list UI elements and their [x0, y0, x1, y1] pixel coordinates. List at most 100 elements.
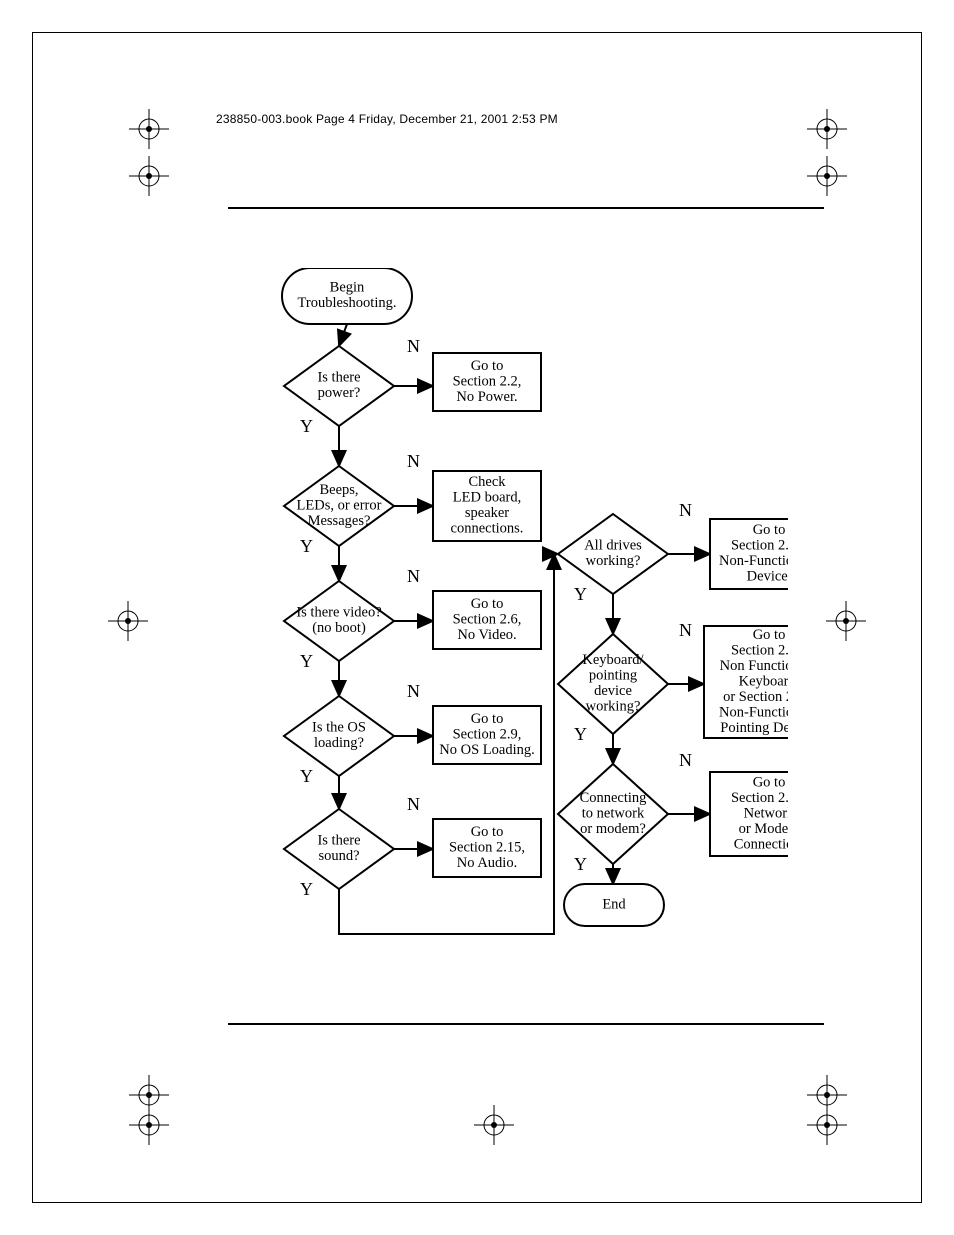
svg-text:Messages?: Messages?	[308, 513, 371, 529]
node-d_os: Is the OSloading?	[284, 696, 394, 776]
svg-text:Is there: Is there	[317, 833, 360, 849]
node-end: End	[564, 884, 664, 926]
branch-label: N	[679, 620, 692, 640]
svg-text:to network: to network	[582, 805, 645, 821]
svg-text:working?: working?	[586, 699, 641, 715]
branch-label: N	[679, 500, 692, 520]
svg-text:Go to: Go to	[471, 711, 504, 727]
svg-text:Troubleshooting.: Troubleshooting.	[298, 295, 397, 311]
node-b_video: Go toSection 2.6,No Video.	[433, 591, 541, 649]
svg-text:Go to: Go to	[471, 358, 504, 374]
svg-text:No OS Loading.: No OS Loading.	[439, 742, 534, 758]
cropmark-icon	[474, 1105, 514, 1145]
svg-text:Pointing Device.: Pointing Device.	[720, 720, 788, 736]
svg-text:speaker: speaker	[465, 505, 509, 521]
node-b_os: Go toSection 2.9,No OS Loading.	[433, 706, 541, 764]
node-b_kb: Go toSection 2.18,Non FunctioningKeyboar…	[704, 626, 788, 738]
node-b_sound: Go toSection 2.15,No Audio.	[433, 819, 541, 877]
branch-label: Y	[300, 416, 313, 436]
svg-text:Non Functioning: Non Functioning	[720, 658, 788, 674]
svg-text:Section 2.2,: Section 2.2,	[453, 373, 522, 389]
node-d_kb: Keyboard/pointingdeviceworking?	[558, 634, 668, 734]
svg-text:Check: Check	[468, 474, 506, 490]
node-d_net: Connectingto networkor modem?	[558, 764, 668, 864]
branch-label: Y	[574, 854, 587, 874]
branch-label: N	[407, 566, 420, 586]
svg-text:Is there video?: Is there video?	[296, 605, 381, 621]
svg-text:(no boot): (no boot)	[312, 620, 366, 636]
svg-text:or Modem: or Modem	[739, 821, 788, 837]
cropmark-icon	[129, 1075, 169, 1115]
svg-text:Go to: Go to	[753, 522, 786, 538]
node-b_net: Go toSection 2.20,Networkor ModemConnect…	[710, 772, 788, 856]
node-d_beeps: Beeps,LEDs, or errorMessages?	[284, 466, 394, 546]
svg-text:LED board,: LED board,	[453, 490, 521, 506]
cropmark-icon	[129, 156, 169, 196]
node-b_drives: Go toSection 2.17,Non-FunctioningDevice.	[710, 519, 788, 589]
svg-text:End: End	[602, 896, 626, 912]
svg-text:Section 2.20,: Section 2.20,	[731, 790, 788, 806]
svg-text:sound?: sound?	[318, 848, 359, 864]
svg-text:No Video.: No Video.	[457, 627, 516, 643]
cropmark-icon	[807, 156, 847, 196]
header-text: 238850-003.book Page 4 Friday, December …	[216, 112, 558, 126]
svg-text:pointing: pointing	[589, 668, 637, 684]
svg-text:Go to: Go to	[753, 627, 786, 643]
page-root: 238850-003.book Page 4 Friday, December …	[0, 0, 954, 1235]
branch-label: Y	[300, 766, 313, 786]
svg-text:Beeps,: Beeps,	[319, 482, 358, 498]
node-start: BeginTroubleshooting.	[282, 268, 412, 324]
branch-label: Y	[574, 724, 587, 744]
branch-label: N	[407, 451, 420, 471]
svg-text:Section 2.6,: Section 2.6,	[453, 611, 522, 627]
branch-label: Y	[300, 879, 313, 899]
svg-text:or Section 2.19,: or Section 2.19,	[723, 689, 788, 705]
troubleshooting-flowchart: BeginTroubleshooting.Is therepower?Go to…	[228, 268, 788, 948]
svg-text:Begin: Begin	[330, 280, 365, 296]
svg-text:Section 2.15,: Section 2.15,	[449, 839, 525, 855]
svg-text:All drives: All drives	[584, 538, 642, 554]
branch-label: N	[407, 794, 420, 814]
branch-label: N	[407, 336, 420, 356]
svg-text:Device.: Device.	[747, 569, 788, 585]
node-b_beeps: CheckLED board,speakerconnections.	[433, 471, 541, 541]
svg-text:or modem?: or modem?	[580, 821, 646, 837]
svg-text:power?: power?	[318, 385, 361, 401]
cropmark-icon	[807, 109, 847, 149]
svg-text:Is there: Is there	[317, 370, 360, 386]
svg-text:Section 2.18,: Section 2.18,	[731, 642, 788, 658]
node-d_video: Is there video?(no boot)	[284, 581, 394, 661]
branch-label: N	[679, 750, 692, 770]
branch-label: Y	[300, 651, 313, 671]
node-d_power: Is therepower?	[284, 346, 394, 426]
svg-text:Network: Network	[744, 805, 788, 821]
svg-text:Section 2.17,: Section 2.17,	[731, 538, 788, 554]
svg-text:Go to: Go to	[753, 774, 786, 790]
svg-text:Non-Functioning: Non-Functioning	[719, 553, 788, 569]
node-b_power: Go toSection 2.2,No Power.	[433, 353, 541, 411]
node-d_drives: All drivesworking?	[558, 514, 668, 594]
branch-label: Y	[300, 536, 313, 556]
svg-text:Keyboard/: Keyboard/	[582, 652, 644, 668]
cropmark-icon	[826, 601, 866, 641]
svg-text:LEDs, or error: LEDs, or error	[297, 497, 382, 513]
svg-text:device: device	[594, 683, 632, 699]
rule-bottom	[228, 1023, 824, 1025]
svg-text:loading?: loading?	[314, 735, 364, 751]
svg-text:No Audio.: No Audio.	[457, 855, 517, 871]
svg-text:Keyboard,: Keyboard,	[739, 673, 788, 689]
svg-text:Connection.: Connection.	[734, 836, 788, 852]
svg-text:Is the OS: Is the OS	[312, 720, 366, 736]
svg-text:Go to: Go to	[471, 596, 504, 612]
branch-label: N	[407, 681, 420, 701]
node-d_sound: Is theresound?	[284, 809, 394, 889]
svg-text:working?: working?	[586, 553, 641, 569]
svg-text:Non-Functioning: Non-Functioning	[719, 704, 788, 720]
svg-text:Section 2.9,: Section 2.9,	[453, 726, 522, 742]
svg-text:Connecting: Connecting	[580, 790, 647, 806]
svg-text:No Power.: No Power.	[456, 389, 517, 405]
branch-label: Y	[574, 584, 587, 604]
cropmark-icon	[108, 601, 148, 641]
rule-top	[228, 207, 824, 209]
svg-text:connections.: connections.	[451, 521, 524, 537]
